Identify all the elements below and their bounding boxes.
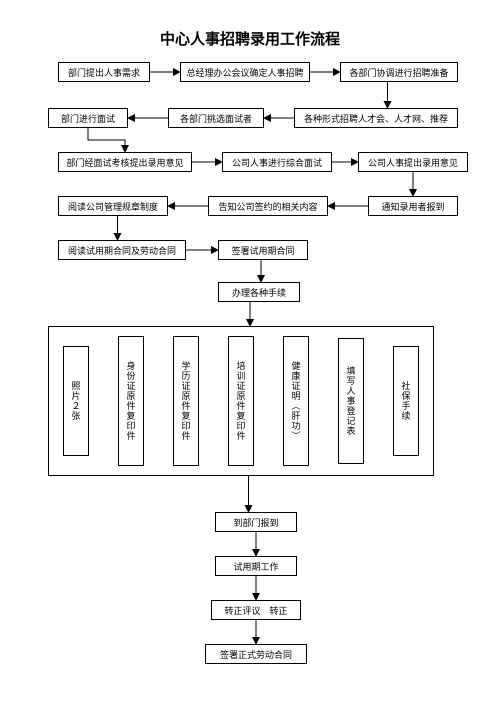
node-n5: 各部门挑选面试者 — [168, 108, 264, 128]
node-n9: 公司人事提出录用意见 — [358, 152, 468, 172]
node-n12: 通知录用者报到 — [368, 196, 458, 216]
vnode-v7: 社保手续 — [393, 346, 419, 456]
node-n1: 部门提出人事需求 — [58, 62, 150, 82]
node-n7: 部门经面试考核提出录用意见 — [58, 152, 192, 172]
node-n6: 各种形式招聘人才会、人才网、推荐 — [294, 108, 458, 128]
vnode-v4: 培训证原件复印件 — [228, 336, 254, 466]
node-n8: 公司人事进行综合面试 — [222, 152, 332, 172]
node-n17: 试用期工作 — [215, 556, 297, 576]
node-n19: 签署正式劳动合同 — [205, 644, 307, 664]
node-n13: 阅读试用期合同及劳动合同 — [58, 240, 186, 260]
vnode-v2: 身份证原件复印件 — [118, 336, 144, 466]
node-n18: 转正评议 转正 — [211, 600, 301, 620]
flowchart-page: 中心人事招聘录用工作流程 部门提出人事需求 总经理办公会议确定人事招聘 各部门协调进… — [0, 0, 500, 708]
node-n10: 阅读公司管理规章制度 — [58, 196, 168, 216]
vnode-v3: 学历证原件复印件 — [173, 336, 199, 466]
node-n3: 各部门协调进行招聘准备 — [340, 62, 458, 82]
vnode-v6: 填写人事登记表 — [338, 338, 364, 464]
node-n15: 办理各种手续 — [218, 282, 300, 302]
node-n2: 总经理办公会议确定人事招聘 — [180, 62, 310, 82]
vnode-v5: 健康证明（肝功） — [283, 336, 309, 466]
node-n16: 到部门报到 — [215, 512, 297, 532]
node-n14: 签署试用期合同 — [218, 240, 308, 260]
node-n4: 部门进行面试 — [48, 108, 128, 128]
node-n11: 告知公司签约的相关内容 — [208, 196, 328, 216]
vnode-v1: 照片２张 — [63, 346, 89, 456]
page-title: 中心人事招聘录用工作流程 — [0, 28, 500, 49]
